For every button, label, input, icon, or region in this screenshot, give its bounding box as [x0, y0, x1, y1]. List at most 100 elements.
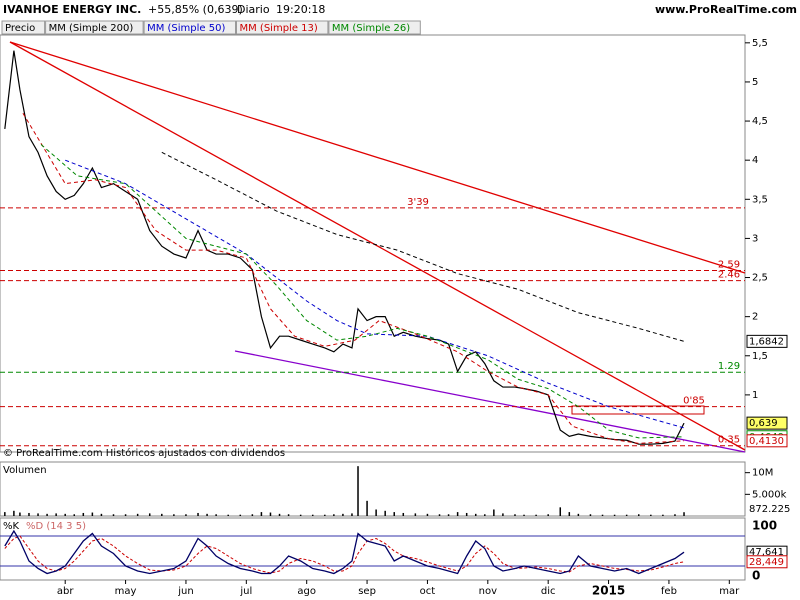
legend-entry: MM (Simple 13) [240, 23, 318, 34]
volume-bar [185, 514, 187, 516]
x-tick-label: 2015 [592, 584, 625, 598]
price-line [65, 159, 685, 429]
period: Diario [237, 3, 270, 16]
volume-bar [357, 466, 359, 516]
level-label: 0'85 [683, 396, 705, 407]
x-tick-label: jun [177, 586, 193, 597]
stoch-line [4, 529, 685, 575]
volume-bar [37, 513, 39, 516]
x-tick-label: jul [239, 586, 252, 597]
site: www.ProRealTime.com [655, 3, 797, 16]
last-value-label: 1,6842 [749, 336, 784, 347]
last-value-box [746, 416, 788, 430]
y-tick-label: 100 [752, 519, 777, 533]
change: +55,85% (0,639) [148, 3, 243, 16]
price-line [22, 112, 685, 444]
x-tick-label: sep [358, 586, 376, 597]
panel-subtitle: %D (14 3 5) [26, 521, 86, 532]
x-tick-label: may [115, 586, 137, 597]
volume-bar [502, 513, 504, 516]
last-value-box [746, 555, 788, 569]
volume-bar [474, 513, 477, 516]
footer: © ProRealTime.com Históricos ajustados c… [3, 447, 285, 459]
volume-bar [523, 514, 525, 516]
volume-bar [148, 513, 151, 516]
volume-bar [683, 512, 685, 516]
volume-bar [414, 513, 417, 516]
volume-bar [287, 514, 290, 516]
x-tick-label: nov [479, 586, 497, 597]
level-label: 0.35 [718, 435, 740, 446]
zone-box [571, 405, 705, 415]
volume-bar [547, 514, 549, 516]
y-tick-label: 5 [752, 77, 758, 88]
volume-bar [227, 514, 229, 516]
y-tick-label: 3 [752, 233, 758, 244]
volume-bar [366, 500, 368, 516]
x-tick-label: mar [719, 586, 740, 597]
y-tick-label: 10M [752, 468, 773, 479]
y-tick-label: 5.000k [752, 489, 787, 500]
volume-bar [384, 510, 386, 516]
volume-bar [19, 512, 21, 516]
volume-bar [299, 514, 302, 516]
x-tick-label: feb [661, 586, 677, 597]
volume-bar [260, 512, 263, 516]
y-tick-label: 1,5 [752, 351, 768, 362]
x-tick-label: oct [420, 586, 436, 597]
volume-bar [73, 514, 76, 516]
time: 19:20:18 [276, 3, 325, 16]
legend-box [236, 20, 329, 35]
panel-title: %K [3, 521, 20, 532]
stoch-line [4, 535, 685, 574]
volume-bar [650, 514, 652, 516]
level-label: 3'39 [407, 197, 429, 208]
volume-bar [625, 514, 628, 516]
volume-bar [161, 513, 163, 516]
volume-bar [215, 514, 217, 516]
y-tick-label: 4,5 [752, 116, 768, 127]
volume-bar [311, 514, 314, 516]
volume-bar [393, 512, 395, 516]
volume-bar [124, 514, 127, 516]
legend-box [328, 20, 421, 35]
last-value-box [746, 334, 788, 348]
y-tick-label: 2,5 [752, 273, 768, 284]
volume-bar [674, 514, 676, 516]
volume-bar [278, 513, 281, 516]
level-label: 2.59 [718, 259, 740, 270]
volume-bar [514, 514, 516, 516]
volume-bar [426, 513, 429, 516]
volume-bar [375, 509, 377, 516]
volume-bar [589, 514, 592, 516]
volume-bar [456, 512, 459, 516]
price-line [161, 151, 685, 342]
volume-bar [269, 512, 272, 516]
volume-bar [493, 509, 495, 516]
volume-bar [559, 507, 562, 516]
volume-bar [197, 512, 199, 516]
volume-bar [55, 513, 57, 516]
legend-entry: MM (Simple 200) [49, 23, 134, 34]
volume-bar [206, 513, 208, 516]
volume-bar [64, 513, 66, 516]
volume-bar [601, 514, 604, 516]
volume-bar [251, 514, 254, 516]
volume-bar [637, 514, 640, 516]
volume-bar [82, 512, 85, 516]
legend-box [45, 20, 144, 35]
level-label: 2.46 [718, 270, 740, 281]
volume-bar [13, 510, 15, 516]
level-label: 1.29 [718, 361, 740, 372]
volume-bar [438, 514, 441, 516]
legend-entry: MM (Simple 50) [147, 23, 225, 34]
volume-bar [239, 514, 242, 516]
legend-box [1, 20, 46, 35]
legend-entry: Precio [5, 23, 35, 34]
volume-bar [46, 513, 48, 516]
y-tick-label: 1 [752, 390, 758, 401]
y-tick-label: 3,5 [752, 194, 768, 205]
volume-bar [535, 514, 537, 516]
title: IVANHOE ENERGY INC. [3, 3, 141, 16]
